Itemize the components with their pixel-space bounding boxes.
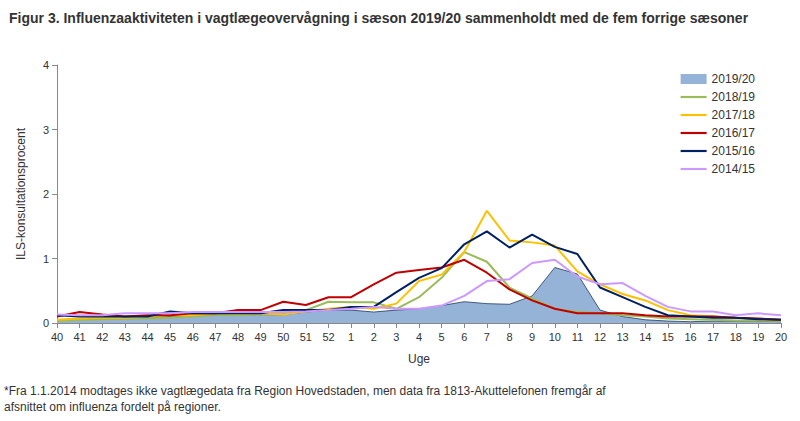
svg-text:18: 18	[730, 331, 742, 343]
svg-text:7: 7	[484, 331, 490, 343]
svg-text:ILS-konsultationsprocent: ILS-konsultationsprocent	[14, 127, 28, 260]
svg-text:4: 4	[43, 59, 49, 71]
svg-text:40: 40	[51, 331, 63, 343]
svg-text:15: 15	[662, 331, 674, 343]
svg-text:17: 17	[707, 331, 719, 343]
svg-text:9: 9	[529, 331, 535, 343]
svg-text:46: 46	[187, 331, 199, 343]
svg-text:*Fra 1.1.2014 modtages ikke va: *Fra 1.1.2014 modtages ikke vagtlægedata…	[4, 384, 609, 398]
svg-text:2018/19: 2018/19	[712, 90, 756, 104]
svg-text:16: 16	[684, 331, 696, 343]
svg-text:3: 3	[43, 124, 49, 136]
svg-text:2017/18: 2017/18	[712, 108, 756, 122]
svg-text:Uge: Uge	[408, 352, 430, 366]
svg-text:44: 44	[141, 331, 153, 343]
svg-text:52: 52	[322, 331, 334, 343]
svg-text:2: 2	[43, 188, 49, 200]
svg-text:47: 47	[209, 331, 221, 343]
svg-text:1: 1	[43, 253, 49, 265]
svg-text:42: 42	[96, 331, 108, 343]
svg-text:2: 2	[371, 331, 377, 343]
svg-text:50: 50	[277, 331, 289, 343]
svg-text:2015/16: 2015/16	[712, 144, 756, 158]
svg-text:0: 0	[43, 317, 49, 329]
svg-text:12: 12	[594, 331, 606, 343]
svg-text:13: 13	[617, 331, 629, 343]
svg-text:20: 20	[775, 331, 787, 343]
svg-text:2014/15: 2014/15	[712, 162, 756, 176]
svg-text:2019/20: 2019/20	[712, 72, 756, 86]
svg-text:4: 4	[416, 331, 422, 343]
svg-text:afsnittet om influenza fordelt: afsnittet om influenza fordelt på region…	[4, 400, 221, 414]
svg-text:8: 8	[506, 331, 512, 343]
svg-text:51: 51	[300, 331, 312, 343]
svg-text:Figur 3. Influenzaaktiviteten: Figur 3. Influenzaaktiviteten i vagtlæge…	[9, 10, 749, 26]
svg-text:3: 3	[393, 331, 399, 343]
svg-text:10: 10	[549, 331, 561, 343]
svg-text:1: 1	[348, 331, 354, 343]
svg-text:41: 41	[74, 331, 86, 343]
svg-text:19: 19	[752, 331, 764, 343]
svg-text:48: 48	[232, 331, 244, 343]
svg-text:6: 6	[461, 331, 467, 343]
svg-text:14: 14	[639, 331, 651, 343]
svg-text:5: 5	[439, 331, 445, 343]
svg-text:49: 49	[255, 331, 267, 343]
svg-text:2016/17: 2016/17	[712, 126, 756, 140]
svg-text:45: 45	[164, 331, 176, 343]
svg-text:43: 43	[119, 331, 131, 343]
svg-text:11: 11	[572, 331, 583, 343]
